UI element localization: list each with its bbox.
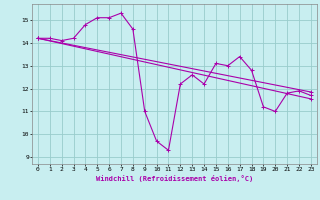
- X-axis label: Windchill (Refroidissement éolien,°C): Windchill (Refroidissement éolien,°C): [96, 175, 253, 182]
